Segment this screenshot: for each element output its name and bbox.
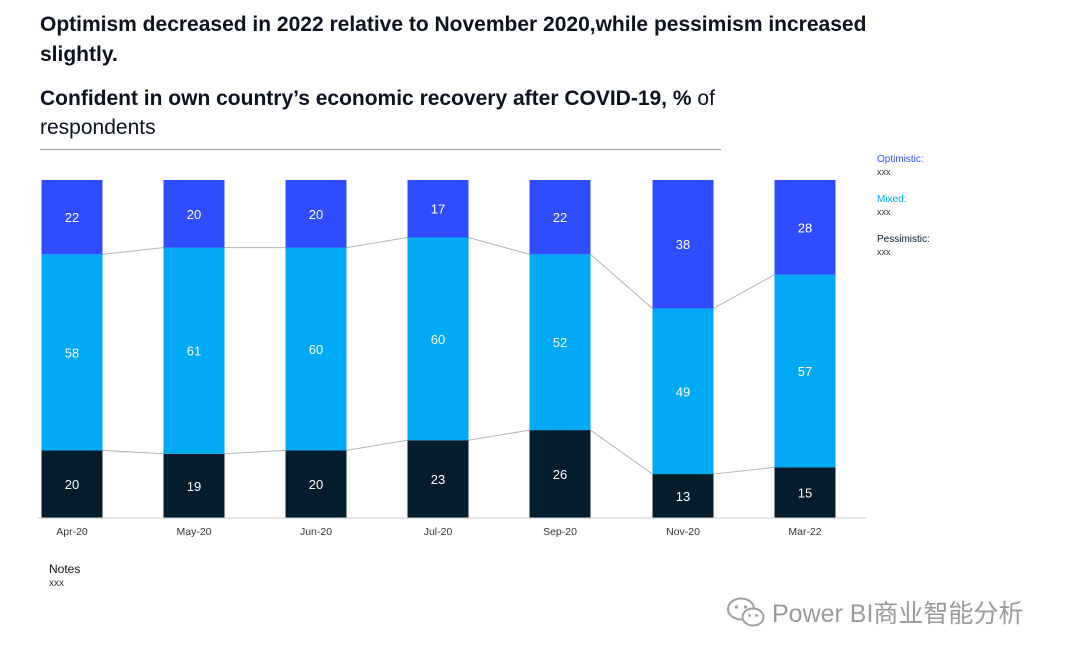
- data-label-pessimistic: 20: [309, 477, 323, 492]
- data-label-optimistic: 17: [431, 202, 445, 217]
- wechat-icon: [727, 597, 765, 627]
- bar-mixed: [652, 308, 714, 475]
- x-tick-label: May-20: [176, 526, 211, 538]
- bar-pessimistic: [41, 450, 103, 518]
- bar-mixed: [163, 247, 225, 454]
- data-label-mixed: 52: [553, 335, 567, 350]
- legend-sub-optimistic: xxx: [877, 167, 891, 177]
- bar-optimistic: [285, 180, 347, 248]
- title-divider: [40, 149, 721, 150]
- data-label-optimistic: 28: [798, 220, 812, 235]
- bar-optimistic: [652, 180, 714, 309]
- legend-label-pessimistic: Pessimistic:: [877, 234, 930, 245]
- bar-pessimistic: [774, 467, 836, 518]
- bar-pessimistic: [529, 430, 591, 518]
- data-label-mixed: 58: [65, 345, 79, 360]
- data-label-optimistic: 22: [65, 210, 79, 225]
- connector-line: [346, 439, 408, 451]
- watermark: Power BI商业智能分析: [726, 594, 1023, 630]
- bar-optimistic: [163, 180, 225, 248]
- chart-title: Confident in own country’s economic reco…: [40, 84, 820, 142]
- legend-label-optimistic: Optimistic:: [877, 154, 924, 165]
- connector-line: [224, 449, 286, 455]
- bar-optimistic: [407, 180, 469, 238]
- bar-optimistic: [41, 180, 103, 255]
- legend-label-mixed: Mixed:: [877, 194, 907, 205]
- notes: Notes xxx: [49, 562, 80, 590]
- data-label-pessimistic: 15: [798, 486, 812, 501]
- data-label-optimistic: 20: [187, 207, 201, 222]
- connector-line: [590, 253, 653, 309]
- bar-pessimistic: [285, 450, 347, 518]
- chart-title-respondents: of respondents: [40, 87, 715, 139]
- data-label-pessimistic: 20: [65, 477, 79, 492]
- data-label-pessimistic: 19: [187, 479, 201, 494]
- x-tick-label: Mar-22: [788, 526, 821, 538]
- data-label-mixed: 60: [309, 342, 323, 357]
- watermark-text: Power BI商业智能分析: [772, 600, 1024, 628]
- bar-mixed: [774, 274, 836, 468]
- chart-title-main: Confident in own country’s economic reco…: [40, 87, 668, 110]
- legend-item-mixed: Mixed: xxx: [877, 193, 997, 233]
- x-tick-label: Nov-20: [666, 526, 700, 538]
- bar-optimistic: [774, 180, 836, 275]
- bar-mixed: [529, 254, 591, 431]
- bar-mixed: [407, 237, 469, 441]
- notes-text: xxx: [49, 578, 64, 589]
- bar-pessimistic: [163, 453, 225, 518]
- bar-pessimistic: [652, 474, 714, 518]
- chart-title-unit: %: [672, 87, 692, 110]
- data-label-pessimistic: 23: [431, 472, 445, 487]
- data-label-mixed: 49: [676, 384, 690, 399]
- data-label-pessimistic: 13: [676, 489, 690, 504]
- data-label-mixed: 60: [431, 332, 445, 347]
- x-tick-label: Jun-20: [300, 526, 332, 538]
- data-label-optimistic: 38: [676, 237, 690, 252]
- bar-pessimistic: [407, 440, 469, 518]
- x-tick-label: Apr-20: [56, 526, 88, 538]
- legend-item-pessimistic: Pessimistic: xxx: [877, 233, 997, 273]
- legend: Optimistic: xxx Mixed: xxx Pessimistic: …: [877, 153, 997, 273]
- connector-line: [468, 236, 530, 255]
- bar-optimistic: [529, 180, 591, 255]
- headline: Optimism decreased in 2022 relative to N…: [40, 13, 867, 66]
- data-label-optimistic: 20: [309, 207, 323, 222]
- connector-line: [713, 466, 775, 475]
- legend-sub-pessimistic: xxx: [877, 247, 891, 257]
- connector-line: [468, 429, 530, 441]
- notes-label: Notes: [49, 562, 81, 576]
- bar-mixed: [285, 247, 347, 451]
- connector-line: [102, 247, 164, 255]
- bar-mixed: [41, 254, 103, 451]
- connector-line: [102, 449, 164, 455]
- data-label-optimistic: 22: [553, 210, 567, 225]
- x-tick-label: Sep-20: [543, 526, 577, 538]
- data-label-mixed: 61: [187, 344, 201, 359]
- data-label-pessimistic: 26: [553, 467, 567, 482]
- connector-line: [346, 236, 408, 249]
- connector-line: [590, 429, 653, 475]
- legend-item-optimistic: Optimistic: xxx: [877, 153, 997, 193]
- legend-sub-mixed: xxx: [877, 207, 891, 217]
- data-label-mixed: 57: [798, 364, 812, 379]
- x-tick-label: Jul-20: [424, 526, 453, 538]
- connector-line: [713, 274, 775, 309]
